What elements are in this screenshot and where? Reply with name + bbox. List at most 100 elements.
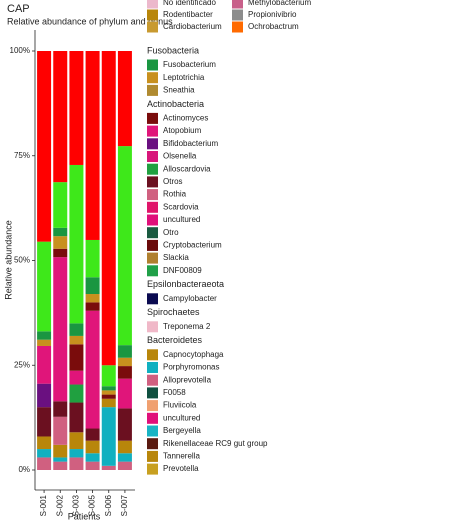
legend-label: Rodentibacter — [163, 10, 213, 19]
legend-label: Methylobacterium — [248, 0, 311, 7]
legend-swatch — [147, 112, 158, 124]
x-tick-label: S-006 — [104, 494, 113, 516]
legend-label: Rikenellaceae RC9 gut group — [163, 439, 268, 448]
x-tick-label: S-002 — [55, 494, 64, 516]
bar-segment — [85, 294, 100, 303]
legend-group-title: Spirochaetes — [147, 307, 200, 317]
bar-segment — [117, 345, 132, 358]
legend-group-title: Actinobacteria — [147, 99, 204, 109]
bar-segment — [37, 383, 52, 408]
legend-swatch — [147, 450, 158, 462]
legend-swatch — [147, 0, 158, 9]
legend-label: Bergeyella — [163, 426, 201, 435]
bar-segment — [37, 436, 52, 450]
bar-segment — [85, 461, 100, 470]
x-tick-label: S-001 — [39, 494, 48, 516]
legend-swatch — [232, 0, 243, 9]
legend-swatch — [147, 293, 158, 305]
legend-label: Otro — [163, 228, 179, 237]
legend-label: Bifidobacterium — [163, 139, 218, 148]
bar-segment — [37, 449, 52, 458]
bar-segment — [117, 51, 132, 147]
bar-segment — [37, 457, 52, 470]
bar-segment — [117, 366, 132, 379]
bar-segment — [101, 386, 116, 391]
legend-swatch — [147, 463, 158, 475]
bar-segment — [117, 408, 132, 441]
bar-segment — [69, 344, 84, 371]
bar-segment — [101, 394, 116, 399]
bar-segment — [85, 302, 100, 311]
bar-segment — [85, 239, 100, 278]
bar-segment — [53, 416, 68, 445]
legend-swatch — [147, 349, 158, 361]
bar-segment — [117, 461, 132, 470]
bar-segment — [101, 407, 116, 466]
legend-label: Slackia — [163, 253, 189, 262]
legend-swatch — [147, 265, 158, 277]
chart-title: CAP — [7, 3, 30, 15]
bar-segment — [53, 444, 68, 458]
x-tick-label: S-003 — [72, 494, 81, 516]
bar-segment — [117, 440, 132, 454]
legend-label: Actinomyces — [163, 114, 208, 123]
bar-segment — [85, 51, 100, 240]
x-tick-label: S-007 — [120, 494, 129, 516]
legend-swatch — [147, 214, 158, 226]
legend-swatch — [147, 374, 158, 386]
bar-segment — [69, 449, 84, 458]
y-axis-label: Relative abundance — [3, 220, 13, 300]
bar-segment — [69, 335, 84, 345]
bar-segment — [69, 323, 84, 336]
bar-segment — [69, 402, 84, 433]
legend-swatch — [147, 59, 158, 71]
bar-segment — [85, 440, 100, 454]
bar-segment — [37, 241, 52, 332]
legend-label: Leptotrichia — [163, 73, 205, 82]
y-tick-label: 50% — [14, 256, 30, 265]
bar-segment — [37, 407, 52, 437]
bar-segment — [53, 457, 68, 462]
y-tick-label: 25% — [14, 360, 30, 369]
bar-segment — [37, 339, 52, 346]
legend-label: F0058 — [163, 388, 186, 397]
legend-swatch — [147, 189, 158, 201]
legend-swatch — [147, 227, 158, 239]
legend-swatch — [147, 412, 158, 424]
bar-segment — [101, 365, 116, 387]
legend-label: uncultured — [163, 413, 200, 422]
legend-label: Fluviicola — [163, 401, 197, 410]
bar-segment — [101, 51, 116, 366]
legend-swatch — [147, 438, 158, 450]
bar-segment — [53, 51, 68, 183]
legend-label: DNF00809 — [163, 266, 202, 275]
bar-segment — [85, 277, 100, 295]
legend-swatch — [147, 239, 158, 251]
legend-label: Scardovia — [163, 202, 199, 211]
bar-segment — [53, 461, 68, 470]
legend-swatch — [232, 21, 243, 33]
bar-segment — [69, 370, 84, 385]
bar-segment — [101, 465, 116, 470]
legend-label: uncultured — [163, 215, 200, 224]
y-tick-label: 75% — [14, 151, 30, 160]
bar-segment — [53, 401, 68, 417]
x-tick-label: S-005 — [88, 494, 97, 516]
legend-label: Propionivibrio — [248, 10, 297, 19]
legend-label: Ochrobactrum — [248, 22, 299, 31]
legend-label: Campylobacter — [163, 294, 217, 303]
bar-segment — [69, 51, 84, 165]
legend-label: Treponema 2 — [163, 322, 211, 331]
legend-swatch — [147, 72, 158, 84]
bar-segment — [117, 453, 132, 462]
bar-segment — [53, 182, 68, 228]
legend-label: Otros — [163, 177, 183, 186]
bar-segment — [37, 51, 52, 242]
x-axis-label: Patients — [68, 511, 101, 521]
y-tick-label: 100% — [10, 46, 30, 55]
bar-segment — [53, 236, 68, 249]
legend-label: Rothia — [163, 190, 187, 199]
legend-label: No identificado — [163, 0, 216, 7]
legend-label: Capnocytophaga — [163, 350, 224, 359]
